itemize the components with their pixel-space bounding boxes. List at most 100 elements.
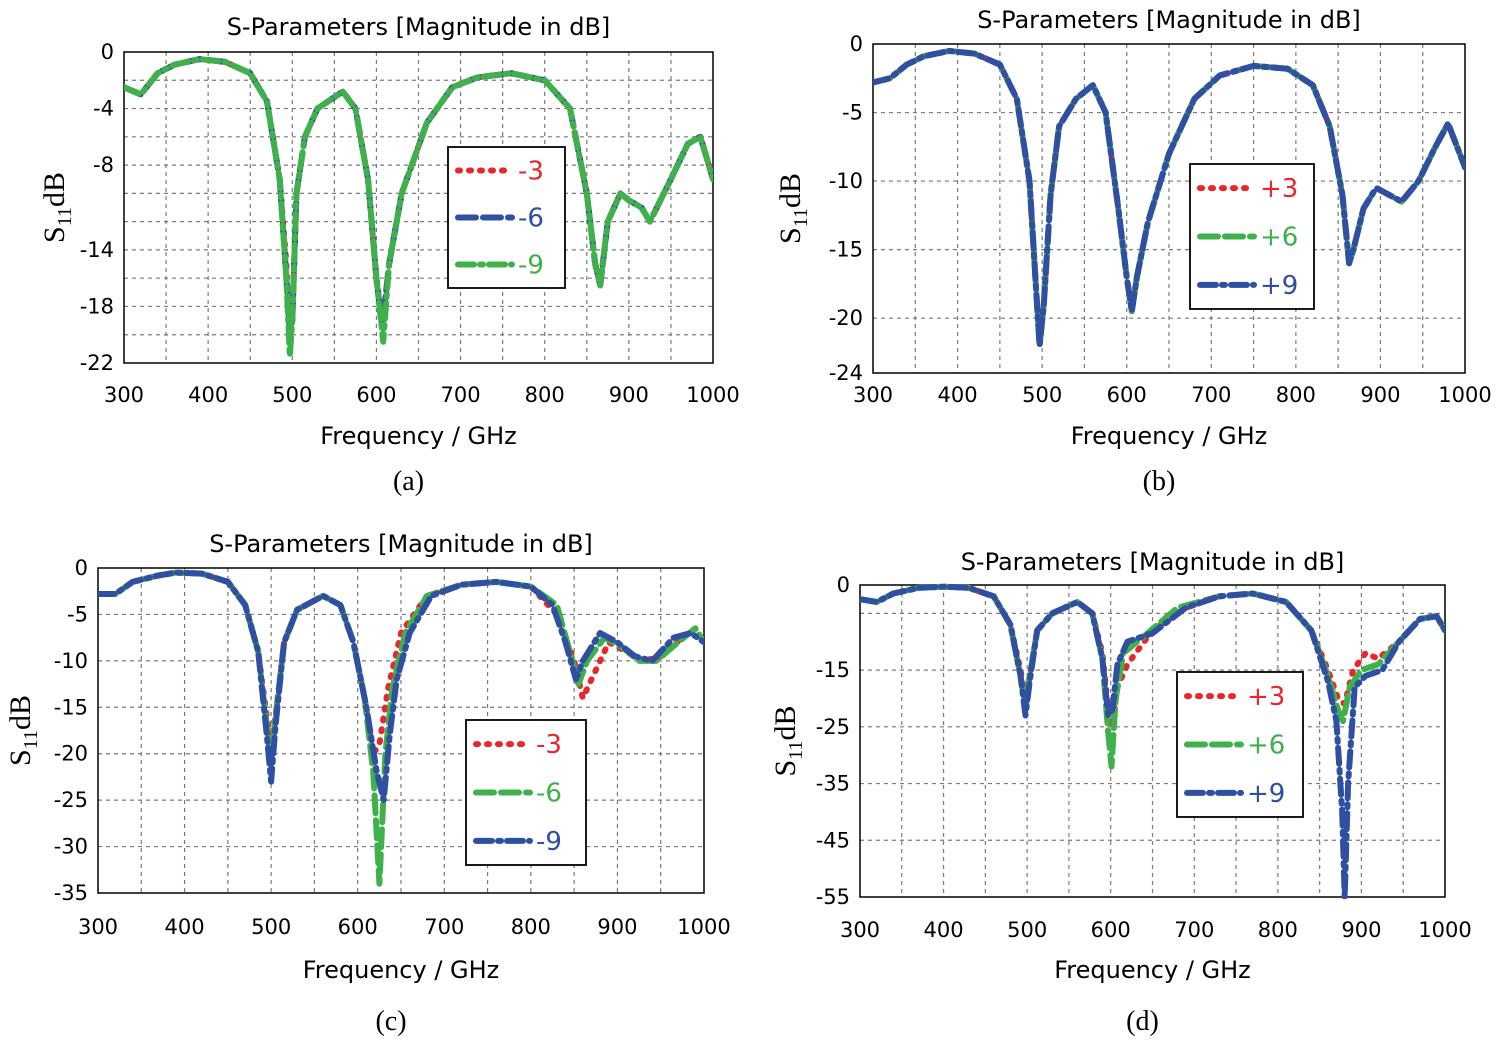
y-axis-label: S11dB <box>38 172 76 243</box>
x-tick-label: 500 <box>1022 383 1062 407</box>
panel-caption: (b) <box>1143 466 1176 497</box>
legend-label: -3 <box>518 157 544 187</box>
x-tick-label: 900 <box>597 915 637 939</box>
y-axis-label: S11dB <box>774 173 812 244</box>
x-tick-label: 500 <box>251 915 291 939</box>
x-tick-label: 600 <box>338 915 378 939</box>
series-group <box>860 583 1445 899</box>
series-line-minus9 <box>124 56 713 359</box>
y-tick-label: -55 <box>816 885 850 909</box>
y-tick-label: -10 <box>829 169 863 193</box>
y-tick-label: 0 <box>850 32 863 56</box>
x-tick-label: 700 <box>1191 383 1231 407</box>
chart-title: S-Parameters [Magnitude in dB] <box>977 6 1361 34</box>
chart-panel-c: S-Parameters [Magnitude in dB] 300 400 500 6… <box>4 530 731 1037</box>
x-tick-label: 700 <box>441 383 481 407</box>
y-tick-label: -30 <box>54 835 88 859</box>
chart-panel-b: S-Parameters [Magnitude in dB] 300 400 500 6… <box>774 6 1492 497</box>
series-group <box>873 47 1465 349</box>
series-line-plus9 <box>873 47 1465 349</box>
x-tick-label: 400 <box>924 918 964 942</box>
y-tick-label: -8 <box>93 153 114 177</box>
y-tick-label: -24 <box>829 361 863 385</box>
y-axis-label: S11dB <box>769 706 807 777</box>
y-axis-label-main: S <box>774 227 807 244</box>
y-tick-label: 0 <box>837 573 850 597</box>
chart-title: S-Parameters [Magnitude in dB] <box>227 13 611 41</box>
y-tick-label: -5 <box>67 602 88 626</box>
x-tick-label: 900 <box>1341 918 1381 942</box>
y-tick-label: -15 <box>816 658 850 682</box>
x-axis-label: Frequency / GHz <box>320 422 517 450</box>
x-tick-label: 400 <box>188 383 228 407</box>
x-tick-label: 400 <box>165 915 205 939</box>
axes-frame <box>872 43 1466 374</box>
x-tick-label: 300 <box>78 915 118 939</box>
legend-label: +9 <box>1260 271 1298 301</box>
x-tick-label: 1000 <box>1438 383 1491 407</box>
y-tick-label: 0 <box>75 556 88 580</box>
chart-title: S-Parameters [Magnitude in dB] <box>209 530 593 558</box>
y-axis-label-sub: 11 <box>20 730 42 749</box>
y-tick-label: -20 <box>829 306 863 330</box>
x-axis-label: Frequency / GHz <box>303 956 500 984</box>
y-axis-label-tail: dB <box>774 173 807 208</box>
x-tick-label: 400 <box>938 383 978 407</box>
legend-label: -6 <box>536 779 562 809</box>
y-tick-label: -10 <box>54 649 88 673</box>
series-group <box>98 569 704 887</box>
x-tick-label: 300 <box>104 383 144 407</box>
y-tick-label: -14 <box>80 238 114 262</box>
legend-label: -6 <box>518 204 544 234</box>
legend-label: -9 <box>518 251 544 281</box>
legend: -3 -6 -9 <box>465 719 587 866</box>
x-tick-label: 700 <box>1174 918 1214 942</box>
panel-caption: (c) <box>375 1006 406 1037</box>
y-axis-label-main: S <box>38 226 71 243</box>
y-axis-label-sub: 11 <box>785 741 807 760</box>
chart-title: S-Parameters [Magnitude in dB] <box>961 548 1345 576</box>
series-line-minus9 <box>98 569 704 804</box>
x-tick-label: 800 <box>511 915 551 939</box>
y-axis-label-main: S <box>4 749 37 766</box>
y-axis-label-sub: 11 <box>54 207 76 226</box>
x-tick-label: 900 <box>609 383 649 407</box>
legend-label: +6 <box>1247 731 1285 761</box>
y-axis-label-main: S <box>769 760 802 777</box>
legend-label: -9 <box>536 827 562 857</box>
x-tick-label: 500 <box>272 383 312 407</box>
x-tick-label: 700 <box>424 915 464 939</box>
y-tick-label: -22 <box>80 351 114 375</box>
legend-label: +3 <box>1247 682 1285 712</box>
x-tick-label: 1000 <box>1418 918 1471 942</box>
x-tick-label: 800 <box>1276 383 1316 407</box>
y-tick-label: -25 <box>54 788 88 812</box>
x-tick-label: 600 <box>356 383 396 407</box>
y-axis-label-sub: 11 <box>790 208 812 227</box>
y-tick-label: -18 <box>80 294 114 318</box>
legend-label: -3 <box>536 730 562 760</box>
y-tick-label: -5 <box>842 101 863 125</box>
legend-label: +6 <box>1260 223 1298 253</box>
series-group <box>124 56 713 359</box>
y-tick-label: -20 <box>54 742 88 766</box>
x-tick-label: 500 <box>1007 918 1047 942</box>
x-tick-label: 600 <box>1107 383 1147 407</box>
y-tick-label: 0 <box>101 40 114 64</box>
y-axis-label: S11dB <box>4 695 42 766</box>
x-tick-label: 600 <box>1091 918 1131 942</box>
x-tick-label: 1000 <box>677 915 730 939</box>
y-tick-label: -45 <box>816 828 850 852</box>
y-axis-label-tail: dB <box>38 172 71 207</box>
x-tick-label: 300 <box>840 918 880 942</box>
x-tick-label: 800 <box>525 383 565 407</box>
chart-panel-a: S-Parameters [Magnitude in dB] 300 400 500 6… <box>38 13 740 497</box>
legend: +3 +6 +9 <box>1189 163 1315 310</box>
x-axis-label: Frequency / GHz <box>1054 956 1251 984</box>
legend: +3 +6 +9 <box>1176 671 1304 818</box>
y-axis-label-tail: dB <box>769 706 802 741</box>
y-tick-label: -15 <box>829 238 863 262</box>
x-tick-label: 900 <box>1360 383 1400 407</box>
y-tick-label: -35 <box>54 881 88 905</box>
